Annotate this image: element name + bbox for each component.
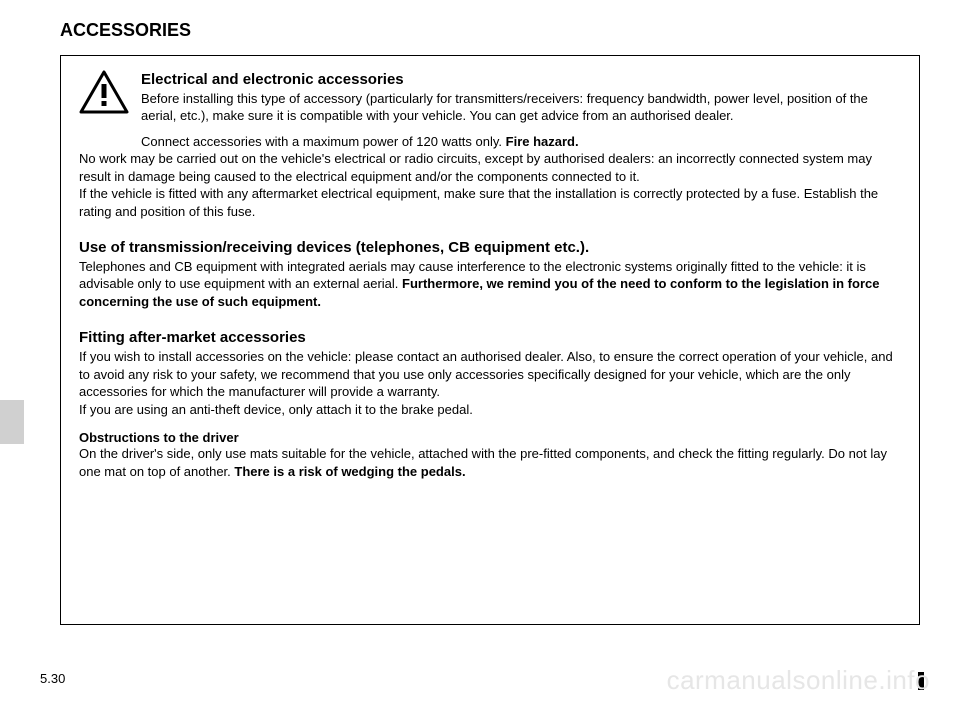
aftermarket-p1: If you wish to install accessories on th… [79, 348, 901, 401]
transmission-title: Use of transmission/receiving devices (t… [79, 238, 901, 258]
electrical-p3: No work may be carried out on the vehicl… [79, 150, 901, 185]
warning-section: Electrical and electronic accessories Be… [79, 70, 901, 125]
text-segment: On the driver's side, only use mats suit… [79, 446, 887, 479]
page-number: 5.30 [40, 671, 65, 686]
aftermarket-p2: If you are using an anti-theft device, o… [79, 401, 901, 419]
electrical-p1: Before installing this type of accessory… [141, 90, 901, 125]
warning-triangle-icon [79, 70, 129, 114]
manual-page: ACCESSORIES Electrical and electronic ac… [0, 0, 960, 710]
text-bold-segment: There is a risk of wedging the pedals. [234, 464, 465, 479]
fire-hazard-text: Fire hazard. [506, 134, 579, 149]
transmission-p1: Telephones and CB equipment with integra… [79, 258, 901, 311]
electrical-p2: Connect accessories with a maximum power… [141, 133, 901, 151]
electrical-p4: If the vehicle is fitted with any afterm… [79, 185, 901, 220]
content-box: Electrical and electronic accessories Be… [60, 55, 920, 625]
warning-text-block: Electrical and electronic accessories Be… [141, 70, 901, 125]
page-edge-mark [918, 672, 924, 690]
obstructions-title: Obstructions to the driver [79, 430, 901, 445]
text-segment: Connect accessories with a maximum power… [141, 134, 506, 149]
obstructions-p1: On the driver's side, only use mats suit… [79, 445, 901, 480]
electrical-title: Electrical and electronic accessories [141, 70, 901, 90]
aftermarket-title: Fitting after-market accessories [79, 328, 901, 348]
page-title: ACCESSORIES [60, 20, 920, 41]
